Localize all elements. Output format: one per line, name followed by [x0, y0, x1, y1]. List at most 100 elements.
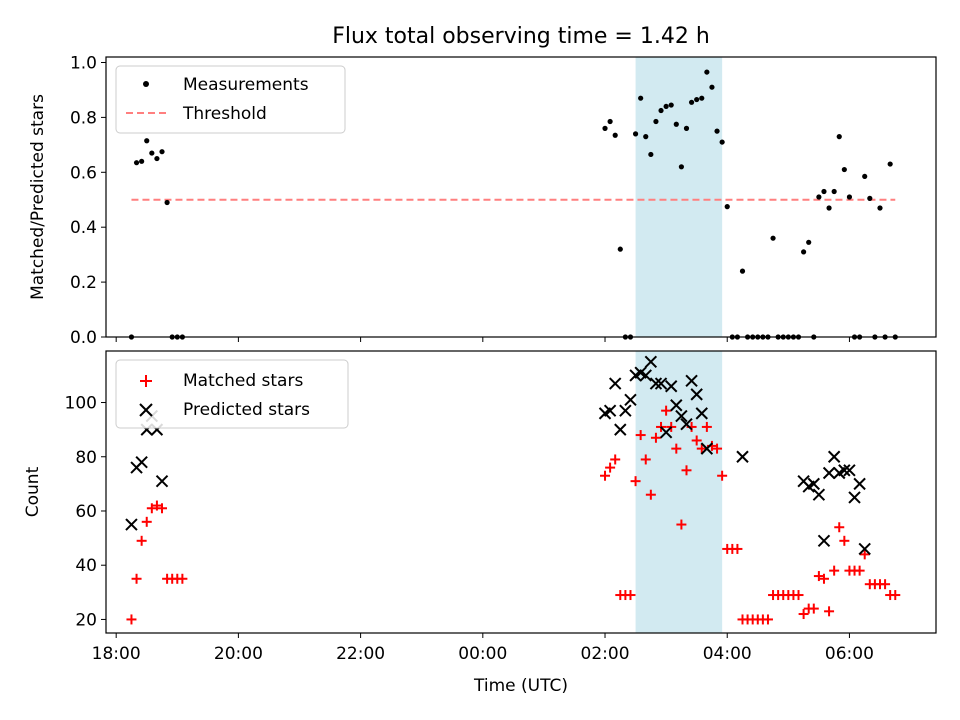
ratio-panel: 0.0 0.2 0.4 0.6 0.8 1.0 Matched/Predicted sta…	[28, 53, 937, 348]
x-tick-label: 06:00	[825, 644, 874, 664]
measurement-point	[846, 194, 853, 200]
predicted-star-point	[619, 404, 632, 417]
matched-star-point	[630, 476, 641, 487]
predicted-star-point	[843, 464, 856, 477]
matched-star-point	[126, 614, 137, 625]
count-points	[125, 355, 901, 625]
predicted-star-point	[608, 377, 622, 390]
x-tick-label: 22:00	[336, 644, 385, 664]
measurement-point	[668, 102, 674, 108]
matched-star-point	[808, 603, 819, 614]
measurement-point	[617, 246, 623, 252]
observing-span-bottom	[635, 351, 723, 633]
predicted-star-point	[624, 393, 637, 407]
predicted-star-point	[838, 464, 851, 477]
predicted-star-point	[644, 355, 658, 369]
count-y-tick-label: 60	[75, 502, 97, 522]
matched-star-point	[854, 565, 865, 576]
measurement-point	[831, 188, 837, 195]
matched-star-point	[813, 571, 824, 582]
matched-star-point	[859, 549, 870, 560]
predicted-star-point	[639, 369, 652, 382]
predicted-star-point	[690, 388, 703, 401]
measurement-point	[724, 204, 730, 210]
ratio-legend-box	[115, 65, 346, 134]
measurement-point	[139, 158, 145, 164]
predicted-star-point	[614, 423, 627, 436]
matched-star-point	[798, 609, 809, 620]
predicted-star-point	[822, 466, 836, 480]
predicted-star-point	[125, 518, 138, 531]
predicted-star-point	[685, 374, 698, 388]
measurement-point	[607, 118, 613, 125]
count-panel: 20 40 60 80 100 18:00 20:00 22:00 00:00 02:00 04:0…	[23, 350, 937, 696]
x-tick-label: 02:00	[581, 644, 630, 664]
predicted-star-point	[670, 399, 683, 412]
count-y-tick-label: 40	[75, 556, 97, 576]
measurement-point	[821, 188, 827, 195]
measurement-point	[801, 249, 807, 255]
predicted-star-point	[665, 380, 678, 393]
measurement-point	[688, 99, 695, 105]
predicted-star-point	[848, 491, 861, 504]
count-y-tick-label: 80	[75, 448, 97, 468]
matched-star-point	[625, 590, 636, 601]
measurement-point	[739, 268, 746, 274]
legend-measurements-marker	[143, 81, 149, 87]
observing-span	[635, 351, 723, 633]
ratio-y-tick-label: 0.4	[70, 218, 97, 238]
matched-star-point	[834, 522, 845, 533]
ratio-legend: Measurements Threshold	[115, 65, 346, 134]
ratio-y-tick-label: 0.8	[70, 108, 97, 128]
measurement-point	[653, 118, 659, 125]
matched-star-point	[635, 430, 646, 441]
legend-matched-marker	[140, 375, 152, 387]
measurement-point	[806, 239, 812, 245]
measurement-point	[719, 139, 725, 145]
x-tick-label: 00:00	[458, 644, 507, 664]
predicted-star-point	[817, 534, 831, 548]
measurement-point	[699, 95, 705, 101]
measurement-point	[154, 155, 160, 162]
ratio-y-tick-label: 1.0	[70, 53, 97, 73]
measurement-point	[658, 107, 664, 114]
predicted-star-point	[736, 450, 749, 463]
legend-predicted-label: Predicted stars	[183, 400, 310, 420]
measurement-point	[159, 149, 165, 155]
ratio-y-tick-label: 0.6	[70, 163, 97, 183]
matched-star-point	[671, 443, 682, 454]
measurement-point	[770, 235, 776, 241]
measurement-point	[602, 125, 608, 131]
matched-star-point	[600, 470, 611, 481]
x-tick-label: 18:00	[92, 644, 141, 664]
predicted-star-point	[858, 542, 871, 556]
chart-title: Flux total observing time = 1.42 h	[332, 24, 710, 49]
predicted-star-point	[827, 450, 841, 463]
count-legend-box	[115, 359, 349, 429]
predicted-star-point	[812, 488, 826, 501]
matched-star-point	[157, 503, 168, 514]
ratio-y-tick-label: 0.2	[70, 273, 97, 293]
x-tick-label: 04:00	[703, 644, 752, 664]
matched-star-point	[818, 573, 829, 584]
measurement-point	[714, 128, 720, 134]
predicted-star-point	[680, 418, 693, 431]
matched-star-point	[696, 443, 707, 454]
matched-star-point	[717, 470, 728, 481]
matched-star-point	[880, 579, 891, 590]
legend-predicted-marker	[139, 403, 153, 417]
measurement-point	[638, 95, 644, 101]
matched-star-point	[645, 489, 656, 500]
predicted-star-point	[695, 407, 708, 420]
measurement-point	[887, 161, 893, 167]
measurement-point	[683, 125, 690, 131]
matched-star-point	[890, 590, 901, 601]
measurement-points	[128, 69, 898, 340]
predicted-star-point	[659, 426, 673, 439]
x-tick-label: 20:00	[214, 644, 263, 664]
measurement-point	[877, 205, 883, 211]
measurement-point	[826, 205, 832, 211]
matched-star-point	[701, 421, 712, 432]
matched-star-point	[839, 535, 850, 546]
matched-star-point	[661, 405, 672, 416]
